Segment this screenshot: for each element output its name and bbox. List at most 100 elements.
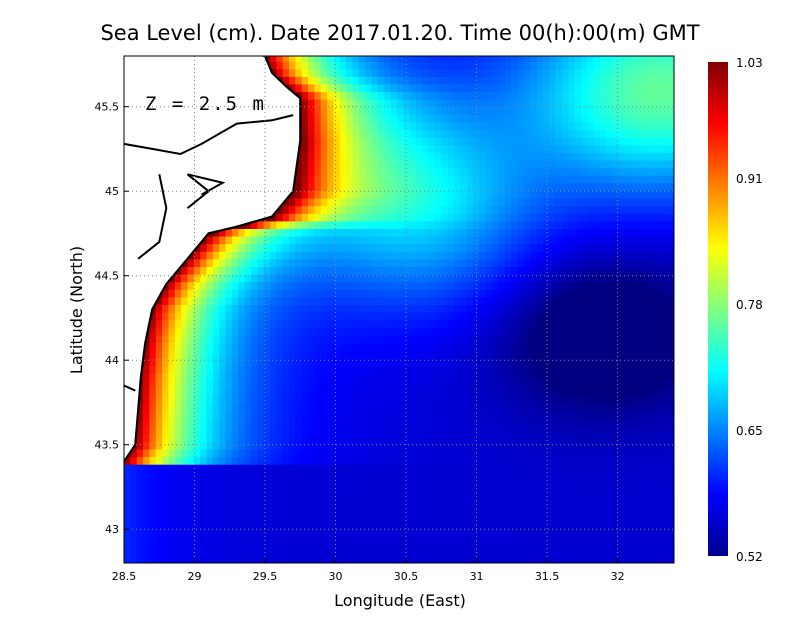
- field-cell: [352, 380, 360, 389]
- field-cell: [644, 159, 652, 169]
- field-cell: [549, 198, 557, 207]
- field-cell: [238, 426, 246, 435]
- field-cell: [289, 304, 296, 313]
- field-cell: [187, 479, 195, 488]
- field-cell: [669, 228, 674, 237]
- field-cell: [593, 365, 601, 374]
- field-cell: [396, 296, 404, 305]
- field-cell: [612, 509, 620, 518]
- field-cell: [143, 540, 150, 549]
- field-cell: [511, 509, 518, 518]
- field-cell: [263, 236, 271, 245]
- field-cell: [244, 220, 252, 229]
- field-cell: [568, 441, 576, 450]
- field-cell: [422, 167, 430, 176]
- field-cell: [587, 190, 595, 199]
- field-cell: [320, 410, 328, 420]
- field-cell: [612, 266, 620, 275]
- field-cell: [638, 342, 645, 351]
- field-cell: [638, 441, 645, 450]
- field-cell: [504, 266, 512, 275]
- field-cell: [168, 365, 176, 374]
- field-cell: [511, 517, 518, 526]
- field-cell: [327, 205, 334, 214]
- field-cell: [663, 380, 671, 389]
- field-cell: [619, 289, 626, 298]
- field-cell: [320, 334, 328, 343]
- field-cell: [409, 540, 417, 549]
- field-cell: [295, 433, 303, 442]
- field-cell: [479, 281, 487, 290]
- field-cell: [212, 365, 220, 374]
- field-cell: [638, 144, 645, 153]
- field-cell: [517, 144, 525, 153]
- field-cell: [409, 418, 417, 427]
- field-cell: [301, 486, 309, 496]
- field-cell: [244, 274, 252, 283]
- field-cell: [428, 129, 436, 138]
- field-cell: [384, 456, 392, 465]
- field-cell: [193, 327, 201, 336]
- field-cell: [339, 152, 347, 161]
- field-cell: [511, 152, 518, 161]
- field-cell: [333, 540, 341, 549]
- field-cell: [212, 372, 220, 382]
- field-cell: [517, 327, 525, 336]
- field-cell: [669, 448, 674, 458]
- field-cell: [346, 327, 353, 336]
- field-cell: [485, 525, 493, 534]
- field-cell: [282, 471, 290, 480]
- field-cell: [657, 289, 664, 298]
- field-cell: [409, 159, 417, 169]
- field-cell: [390, 220, 398, 229]
- field-cell: [276, 258, 284, 267]
- field-cell: [574, 547, 582, 556]
- field-cell: [130, 486, 138, 496]
- field-cell: [435, 228, 442, 237]
- field-cell: [473, 213, 480, 222]
- field-cell: [358, 433, 366, 442]
- field-cell: [536, 281, 544, 290]
- field-cell: [606, 258, 614, 267]
- field-cell: [498, 236, 506, 245]
- field-cell: [124, 486, 131, 496]
- field-cell: [270, 213, 277, 222]
- field-cell: [441, 555, 449, 563]
- field-cell: [212, 251, 220, 260]
- field-cell: [377, 448, 385, 458]
- field-cell: [320, 137, 328, 146]
- field-cell: [200, 448, 208, 458]
- field-cell: [162, 388, 169, 397]
- field-cell: [377, 334, 385, 343]
- field-cell: [587, 403, 595, 412]
- field-cell: [428, 547, 436, 556]
- field-cell: [130, 517, 138, 526]
- field-cell: [403, 137, 411, 146]
- field-cell: [574, 532, 582, 541]
- field-cell: [225, 486, 233, 496]
- field-cell: [231, 342, 239, 351]
- field-cell: [174, 426, 182, 435]
- field-cell: [384, 129, 392, 138]
- field-cell: [352, 205, 360, 214]
- field-cell: [612, 365, 620, 374]
- field-cell: [619, 410, 626, 420]
- field-cell: [327, 281, 334, 290]
- field-cell: [409, 403, 417, 412]
- field-cell: [403, 372, 411, 382]
- field-cell: [492, 403, 499, 412]
- field-cell: [225, 319, 233, 328]
- field-cell: [130, 555, 138, 563]
- field-cell: [422, 426, 430, 435]
- field-cell: [561, 159, 569, 169]
- field-cell: [289, 403, 296, 412]
- field-cell: [333, 357, 341, 366]
- field-cell: [289, 502, 296, 511]
- field-cell: [555, 479, 563, 488]
- field-cell: [580, 213, 588, 222]
- field-cell: [435, 258, 442, 267]
- field-cell: [327, 509, 334, 518]
- field-cell: [346, 547, 353, 556]
- field-cell: [593, 243, 601, 252]
- field-cell: [517, 403, 525, 412]
